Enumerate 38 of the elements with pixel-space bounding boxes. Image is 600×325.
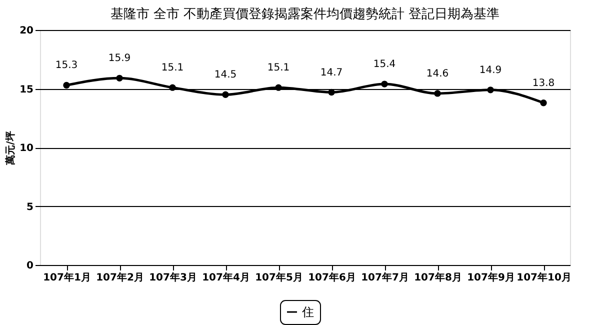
- data-label: 15.1: [161, 62, 184, 74]
- point: [116, 74, 123, 82]
- x-tick-label: 107年4月: [202, 272, 250, 284]
- chart-title: 基隆市 全市 不動產買價登錄揭露案件均價趨勢統計 登記日期為基準: [110, 6, 500, 22]
- y-tick-label: 15: [20, 84, 34, 96]
- y-tick-label: 0: [26, 260, 34, 272]
- x-tick-label: 107年2月: [96, 272, 144, 284]
- data-label: 14.6: [426, 68, 449, 80]
- point: [222, 91, 229, 98]
- x-tick-label: 107年9月: [467, 272, 515, 284]
- x-tick-label: 107年8月: [414, 272, 462, 284]
- y-tick-label: 10: [20, 143, 34, 154]
- point: [275, 84, 282, 91]
- data-label: 14.5: [214, 70, 237, 81]
- data-label: 14.9: [479, 64, 502, 76]
- point: [328, 88, 335, 96]
- x-tick-label: 107年1月: [43, 272, 91, 284]
- x-tick-label: 107年3月: [149, 272, 197, 284]
- point: [63, 82, 70, 89]
- data-label: 14.7: [320, 67, 343, 78]
- y-axis-title: 萬元/坪: [4, 131, 17, 166]
- data-label: 15.1: [267, 62, 290, 74]
- point: [540, 100, 547, 106]
- point: [487, 86, 494, 94]
- point: [381, 80, 388, 88]
- point: [434, 90, 441, 97]
- x-tick-label: 107年7月: [361, 272, 409, 284]
- x-tick-label: 107年10月: [516, 272, 572, 284]
- data-label: 15.4: [373, 59, 396, 70]
- legend-label: 住: [301, 305, 314, 319]
- y-tick-label: 5: [26, 202, 34, 213]
- y-tick-label: 20: [20, 26, 34, 36]
- x-tick-label: 107年6月: [308, 272, 356, 284]
- data-label: 13.8: [532, 78, 555, 89]
- data-label: 15.9: [108, 53, 131, 64]
- x-tick-label: 107年5月: [255, 272, 303, 284]
- point: [169, 84, 176, 91]
- data-label: 15.3: [55, 60, 78, 72]
